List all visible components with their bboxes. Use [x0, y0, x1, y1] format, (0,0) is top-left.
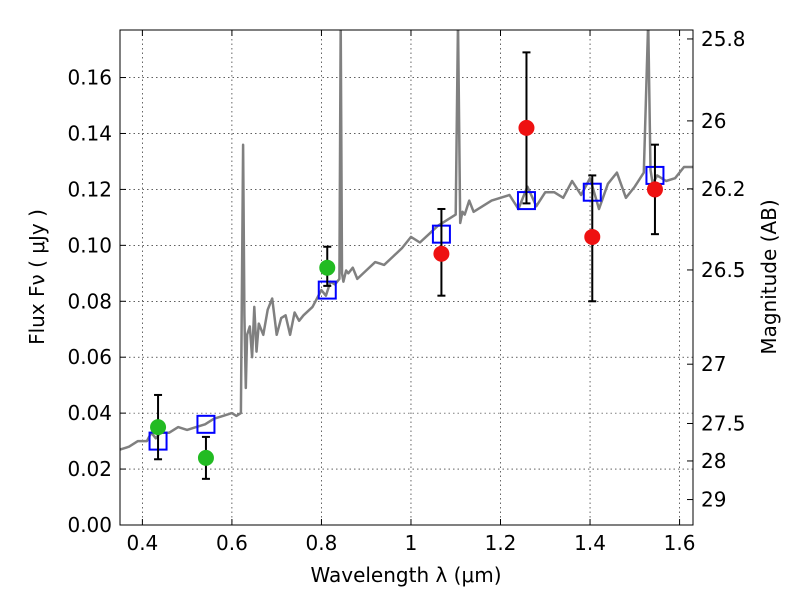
y-tick-label: 0.16 [67, 66, 112, 90]
x-axis-title: Wavelength λ (μm) [310, 563, 501, 587]
y-tick-label: 0.08 [67, 289, 112, 313]
series-group [120, 30, 693, 480]
y-tick-label: 0.14 [67, 121, 112, 145]
y-axis-title: Flux Fν ( μJy ) [25, 209, 49, 345]
model-photometry-marker [196, 414, 216, 434]
y2-tick-label: 27.5 [701, 411, 746, 435]
y-tick-label: 0.06 [67, 345, 112, 369]
observation-point [319, 259, 336, 276]
observation-point [433, 245, 450, 262]
y2-tick-label: 25.8 [701, 27, 746, 51]
x-tick-label: 0.6 [216, 531, 248, 555]
plot-frame [119, 29, 694, 526]
x-tick-label: 0.8 [306, 531, 338, 555]
x-tick-label: 1.4 [574, 531, 606, 555]
grid [120, 30, 693, 525]
observation-point [584, 228, 601, 245]
spectrum-line [120, 30, 693, 451]
y-tick-label: 0.02 [67, 457, 112, 481]
axis-ticks: 0.4 0.6 0.8 1 1.2 1.4 1.6 0.00 0.02 0.04 0.06 0.08 0… [67, 27, 745, 555]
observation-point [518, 119, 535, 136]
y-tick-label: 0.10 [67, 233, 112, 257]
y2-tick-label: 26.5 [701, 258, 746, 282]
y-tick-label: 0.00 [67, 513, 112, 537]
y2-tick-label: 26.2 [701, 177, 746, 201]
y2-axis-title: Magnitude (AB) [757, 199, 781, 354]
y2-tick-label: 29 [701, 488, 726, 512]
y2-tick-label: 27 [701, 352, 726, 376]
plot-area [120, 30, 693, 480]
y-tick-label: 0.04 [67, 401, 112, 425]
observation-point [150, 419, 167, 436]
y2-tick-label: 26 [701, 109, 726, 133]
observation-point [197, 449, 214, 466]
x-tick-label: 0.4 [126, 531, 158, 555]
x-tick-label: 1 [405, 531, 418, 555]
y2-tick-label: 28 [701, 449, 726, 473]
x-tick-label: 1.6 [664, 531, 696, 555]
x-tick-label: 1.2 [485, 531, 517, 555]
y-tick-label: 0.12 [67, 177, 112, 201]
observation-point [646, 181, 663, 198]
